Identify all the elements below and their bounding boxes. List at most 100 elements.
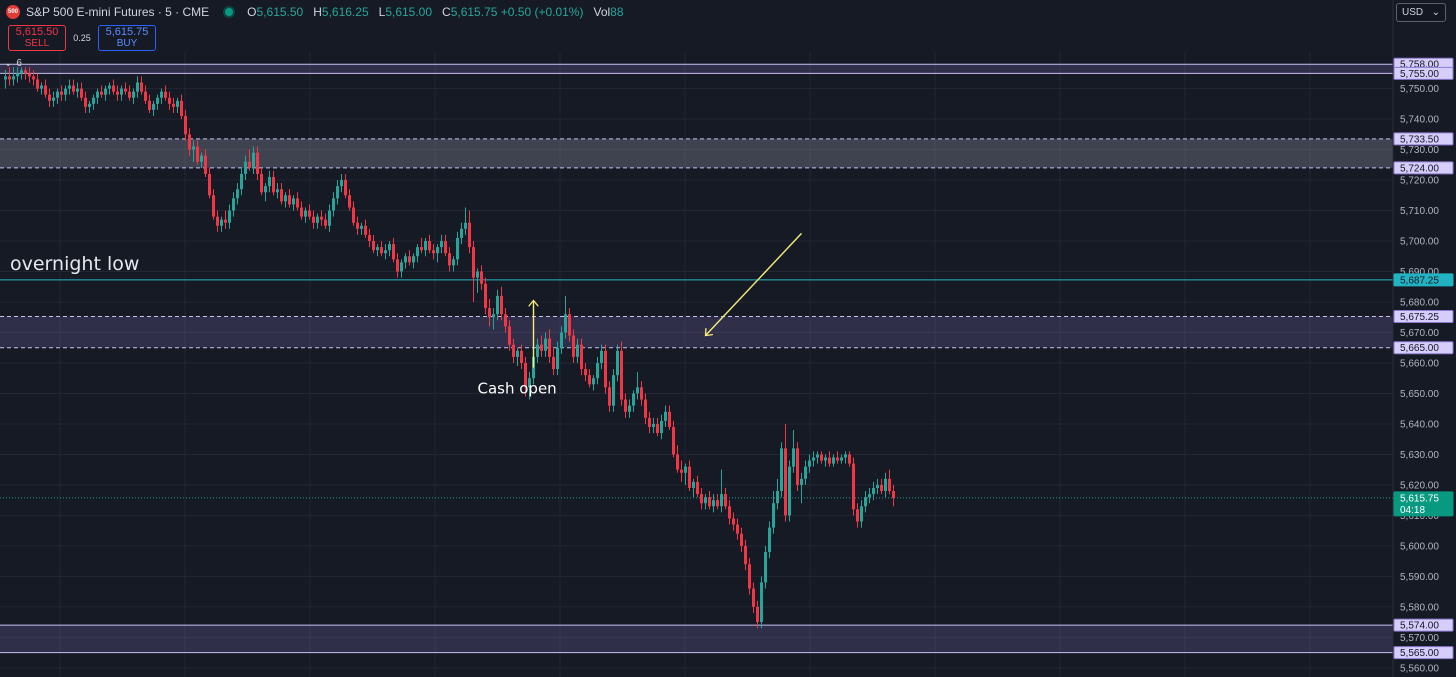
- buy-label: BUY: [116, 38, 138, 49]
- candle-up: [404, 256, 407, 263]
- candle-up: [284, 195, 287, 202]
- candle-up: [376, 247, 379, 251]
- candle-down: [640, 387, 643, 400]
- ohlc-open: O5,615.50: [247, 5, 304, 19]
- candle-up: [104, 88, 107, 95]
- candle-down: [724, 494, 727, 507]
- candle-down: [740, 533, 743, 546]
- candle-down: [836, 457, 839, 461]
- candle-up: [132, 91, 135, 98]
- supply-demand-zone: [0, 625, 1393, 653]
- candle-up: [152, 103, 155, 110]
- candle-up: [156, 97, 159, 104]
- candle-up: [860, 506, 863, 522]
- candle-down: [584, 369, 587, 376]
- candle-up: [240, 173, 243, 190]
- candle-down: [356, 222, 359, 229]
- zone-bottom-label: 5,724.00: [1400, 163, 1439, 174]
- candle-down: [112, 85, 115, 92]
- candle-down: [60, 91, 63, 95]
- candle-up: [544, 338, 547, 351]
- price-tick-label: 5,600.00: [1400, 541, 1439, 552]
- price-axis-background: [1393, 0, 1456, 677]
- candle-up: [516, 350, 519, 357]
- candle-up: [864, 497, 867, 507]
- candle-up: [64, 88, 67, 95]
- price-tick-label: 5,640.00: [1400, 419, 1439, 430]
- zone-top-label: 5,574.00: [1400, 621, 1439, 632]
- candle-down: [296, 198, 299, 208]
- candle-down: [548, 338, 551, 357]
- candle-down: [212, 195, 215, 217]
- overnight-low-label: overnight low: [10, 253, 139, 275]
- candle-up: [340, 180, 343, 187]
- candle-down: [24, 70, 27, 74]
- candle-up: [268, 177, 271, 187]
- ohlc-low: L5,615.00: [378, 5, 433, 19]
- zone-top-label: 5,758.00: [1400, 60, 1439, 71]
- candle-up: [564, 314, 567, 333]
- candle-down: [148, 100, 151, 110]
- candle-down: [732, 518, 735, 525]
- candle-up: [220, 219, 223, 226]
- candle-up: [660, 420, 663, 434]
- candle-down: [892, 491, 895, 498]
- candle-down: [184, 116, 187, 135]
- chevron-down-icon: ⌄: [1431, 7, 1440, 18]
- ohlc-volume: Vol88: [593, 5, 624, 19]
- candle-down: [224, 219, 227, 223]
- candle-down: [736, 524, 739, 534]
- level-layer: overnight low: [0, 253, 1393, 499]
- candle-up: [40, 85, 43, 89]
- candle-up: [704, 497, 707, 504]
- candle-up: [684, 466, 687, 473]
- candle-up: [96, 91, 99, 98]
- candle-up: [232, 198, 235, 211]
- price-tick-label: 5,700.00: [1400, 237, 1439, 248]
- candle-up: [388, 244, 391, 251]
- candle-down: [520, 350, 523, 363]
- candle-down: [100, 91, 103, 95]
- candle-down: [688, 466, 691, 488]
- indicators-toggle[interactable]: ⌄ 6: [4, 58, 22, 69]
- symbol-name[interactable]: S&P 500 E-mini Futures · 5 · CME: [26, 5, 210, 19]
- candle-down: [848, 454, 851, 464]
- candle-down: [500, 295, 503, 315]
- candle-up: [176, 100, 179, 107]
- price-tick-label: 5,720.00: [1400, 176, 1439, 187]
- candle-up: [456, 237, 459, 260]
- candle-down: [428, 241, 431, 251]
- candle-up: [16, 73, 19, 77]
- candle-up: [600, 350, 603, 363]
- candle-down: [204, 155, 207, 174]
- currency-select[interactable]: USD ⌄: [1396, 3, 1446, 22]
- supply-demand-zone: [0, 138, 1393, 168]
- candle-down: [48, 94, 51, 101]
- candle-down: [700, 494, 703, 504]
- candle-down: [256, 152, 259, 174]
- candle-up: [244, 161, 247, 174]
- chevron-down-icon: ⌄: [4, 58, 13, 69]
- zone-bottom-label-bg: [1393, 646, 1454, 660]
- candle-down: [784, 448, 787, 516]
- zone-bottom-label-bg: [1393, 161, 1454, 175]
- candle-up: [652, 423, 655, 427]
- candle-up: [616, 350, 619, 376]
- candle-series: [4, 67, 895, 629]
- sell-button[interactable]: 5,615.50 SELL: [8, 25, 66, 51]
- price-tick-label: 5,750.00: [1400, 84, 1439, 95]
- candle-up: [108, 85, 111, 89]
- candle-up: [436, 247, 439, 254]
- candle-up: [68, 85, 71, 89]
- candle-up: [872, 487, 875, 495]
- buy-button[interactable]: 5,615.75 BUY: [98, 25, 156, 51]
- candle-down: [396, 259, 399, 272]
- candle-down: [820, 454, 823, 461]
- zone-top-label-bg: [1393, 309, 1454, 323]
- candle-up: [304, 210, 307, 217]
- candle-down: [196, 146, 199, 162]
- candle-up: [824, 457, 827, 461]
- price-axis[interactable]: 5,560.00 5,570.00 5,580.00 5,590.00 5,600.00…: [1392, 0, 1456, 677]
- candle-up: [332, 198, 335, 211]
